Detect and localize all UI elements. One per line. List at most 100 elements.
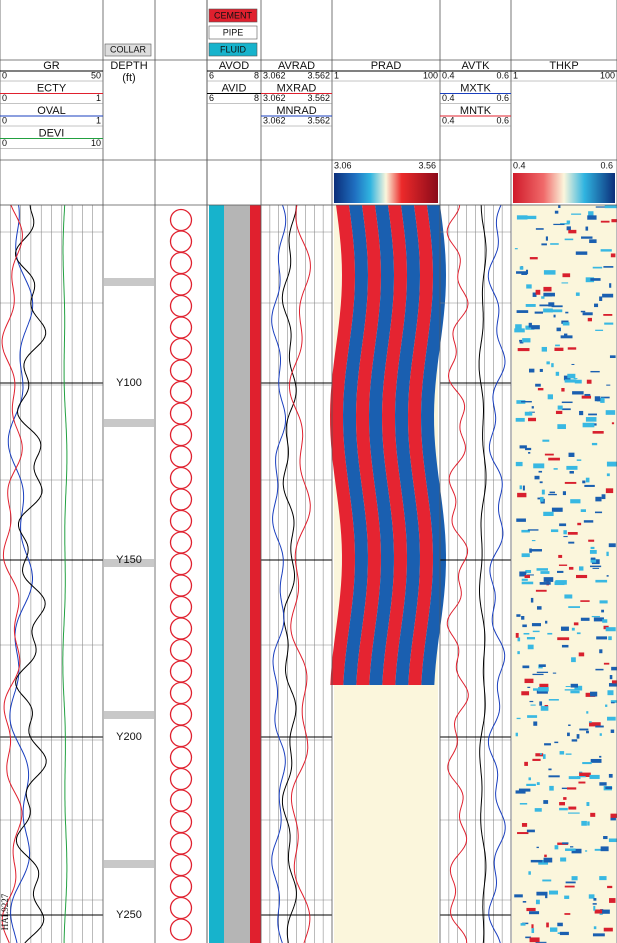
thkp-blob	[589, 775, 599, 779]
thkp-blob	[522, 582, 534, 585]
thkp-blob	[543, 800, 548, 804]
thkp-blob	[612, 680, 617, 683]
thkp-blob	[531, 549, 542, 551]
casing-circle	[171, 769, 192, 790]
thkp-blob	[531, 705, 536, 706]
scale-min: 0.4	[442, 115, 455, 125]
thkp-blob	[581, 236, 592, 238]
thkp-blob	[540, 753, 542, 755]
thkp-blob	[588, 211, 593, 216]
mxrad-curve	[289, 205, 310, 943]
thkp-blob	[557, 424, 566, 429]
thkp-blob	[557, 923, 563, 927]
collar-label: COLLAR	[110, 44, 147, 54]
colorbar	[334, 173, 438, 203]
thkp-blob	[539, 471, 542, 473]
casing-circle	[171, 231, 192, 252]
curve-name: AVOD	[219, 60, 249, 72]
thkp-blob	[516, 462, 523, 466]
thkp-blob	[555, 580, 566, 585]
thkp-blob	[586, 731, 589, 733]
thkp-blob	[602, 494, 606, 499]
scale-min: 0	[2, 70, 7, 80]
scale-min: 1	[334, 70, 339, 80]
thkp-blob	[588, 540, 594, 542]
curve-name: GR	[43, 60, 60, 72]
thkp-blob	[532, 623, 541, 626]
thkp-blob	[522, 624, 527, 627]
thkp-blob	[530, 257, 538, 259]
casing-circle	[171, 296, 192, 317]
casing-circle	[171, 317, 192, 338]
thkp-blob	[587, 380, 592, 384]
scale-max: 100	[600, 70, 615, 80]
thkp-blob	[572, 391, 584, 394]
thkp-blob	[557, 571, 563, 573]
thkp-blob	[556, 411, 562, 414]
thkp-blob	[565, 312, 568, 314]
well-log: CEMENTPIPEFLUIDCOLLARGR050ECTY01OVAL01DE…	[0, 0, 617, 943]
thkp-blob	[572, 628, 575, 631]
thkp-blob	[557, 637, 569, 640]
thkp-blob	[545, 454, 554, 456]
thkp-blob	[522, 823, 527, 827]
casing-circle	[171, 704, 192, 725]
thkp-blob	[538, 388, 544, 390]
curve-name: MNTK	[460, 105, 492, 117]
thkp-blob	[561, 388, 564, 392]
thkp-blob	[529, 701, 533, 702]
thkp-blob	[607, 462, 617, 467]
mxtk-curve	[488, 205, 505, 943]
pipe	[224, 205, 250, 943]
thkp-blob	[577, 523, 581, 525]
thkp-blob	[570, 846, 573, 847]
thkp-blob	[544, 855, 547, 857]
thkp-blob	[571, 364, 574, 365]
thkp-blob	[611, 219, 617, 222]
thkp-blob	[569, 453, 575, 457]
scale-max: 10	[91, 138, 101, 148]
collar-mark	[104, 711, 154, 719]
thkp-blob	[520, 485, 522, 489]
thkp-blob	[539, 664, 546, 667]
thkp-blob	[550, 492, 555, 494]
thkp-blob	[551, 529, 558, 532]
thkp-blob	[525, 412, 532, 416]
thkp-blob	[531, 598, 533, 603]
thkp-blob	[567, 374, 575, 379]
thkp-blob	[606, 410, 615, 415]
track-title: DEPTH	[110, 60, 147, 72]
thkp-blob	[528, 418, 536, 421]
scale-max: 3.562	[307, 115, 330, 125]
scale-min: 6	[209, 70, 214, 80]
thkp-blob	[560, 751, 565, 754]
thkp-blob	[593, 906, 595, 911]
thkp-blob	[533, 631, 540, 632]
thkp-blob	[571, 657, 576, 662]
thkp-blob	[515, 248, 518, 249]
depth-label: Y250	[116, 909, 142, 921]
thkp-blob	[537, 847, 539, 848]
thkp-blob	[607, 575, 609, 577]
thkp-blob	[537, 606, 542, 609]
cement	[250, 205, 261, 943]
avtk-curve	[479, 205, 486, 943]
thkp-blob	[587, 821, 589, 825]
thkp-blob	[549, 699, 559, 701]
thkp-blob	[555, 845, 559, 849]
curve-name: THKP	[549, 60, 578, 72]
thkp-blob	[605, 205, 617, 208]
thkp-blob	[586, 478, 590, 483]
legend-label: FLUID	[220, 44, 247, 54]
thkp-blob	[570, 471, 574, 474]
casing-circle	[171, 876, 192, 897]
thkp-blob	[545, 705, 549, 706]
thkp-blob	[590, 813, 595, 817]
devi-curve	[63, 205, 67, 943]
thkp-blob	[600, 733, 602, 736]
scale-min: 0.4	[442, 70, 455, 80]
thkp-blob	[567, 733, 570, 737]
thkp-blob	[577, 734, 580, 739]
thkp-blob	[537, 782, 540, 785]
thkp-blob	[604, 323, 613, 325]
